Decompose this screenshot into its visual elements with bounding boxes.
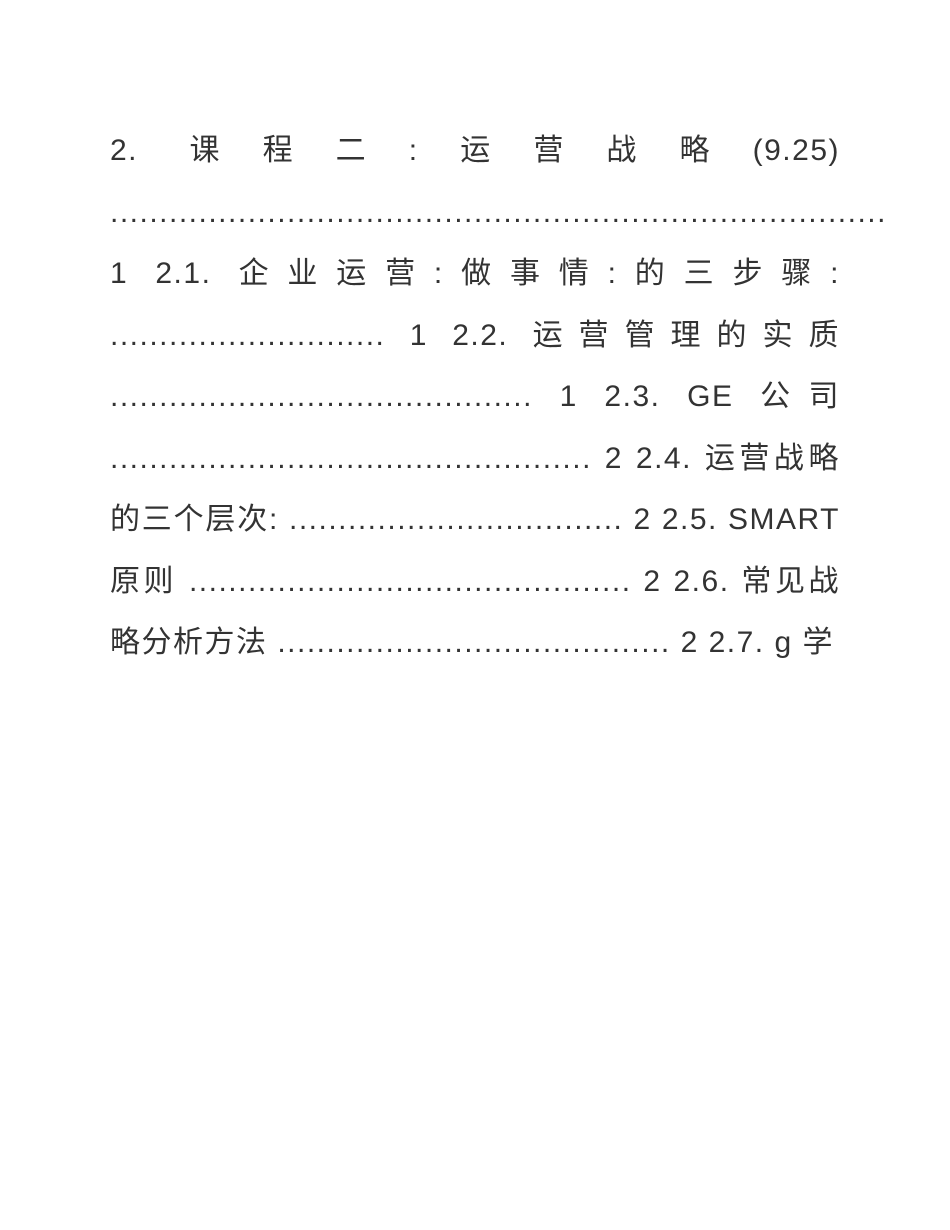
document-body: 2. 课程二:运营战略(9.25) ......................…: [110, 120, 840, 674]
toc-text: 2. 课程二:运营战略(9.25) ......................…: [110, 134, 887, 659]
